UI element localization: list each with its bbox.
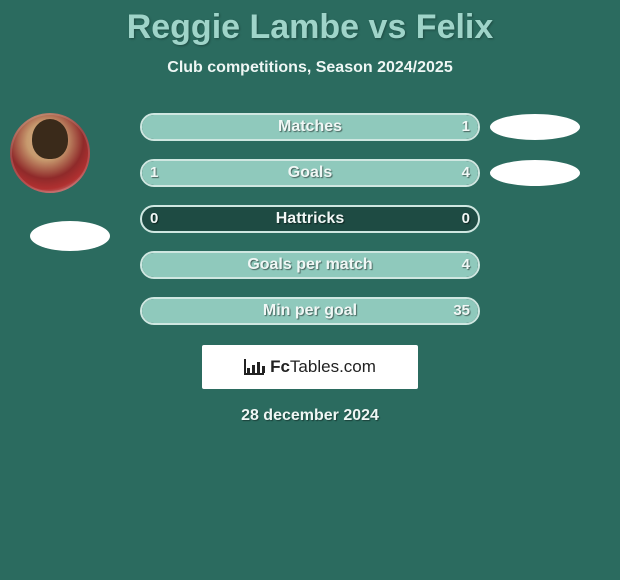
stat-value-right: 4	[462, 161, 470, 185]
logo-brand: Fc	[270, 357, 290, 376]
player-left-avatar	[10, 113, 90, 193]
ellipse-icon	[490, 160, 580, 186]
player-right-club-badge	[490, 160, 580, 186]
stat-row: Min per goal35	[140, 297, 480, 325]
stat-label: Goals per match	[142, 253, 478, 277]
stat-value-right: 1	[462, 115, 470, 139]
comparison-bars: Matches1Goals14Hattricks00Goals per matc…	[140, 113, 480, 325]
stat-label: Hattricks	[142, 207, 478, 231]
page-title: Reggie Lambe vs Felix	[0, 0, 620, 47]
logo-rest: Tables.com	[290, 357, 376, 376]
stat-label: Matches	[142, 115, 478, 139]
fctables-logo: FcTables.com	[202, 345, 418, 389]
player-left-club-badge	[30, 221, 110, 251]
stat-value-left: 0	[150, 207, 158, 231]
stat-label: Min per goal	[142, 299, 478, 323]
ellipse-icon	[490, 114, 580, 140]
date-line: 28 december 2024	[0, 407, 620, 425]
stat-value-right: 35	[453, 299, 470, 323]
subtitle: Club competitions, Season 2024/2025	[0, 59, 620, 77]
stat-row: Hattricks0 0	[140, 205, 480, 233]
stat-value-right: 0	[462, 207, 470, 231]
stat-value-right: 4	[462, 253, 470, 277]
stat-row: Goals per match4	[140, 251, 480, 279]
player-right-club-badge	[490, 114, 580, 140]
logo-text: FcTables.com	[270, 357, 376, 377]
stat-value-left: 1	[150, 161, 158, 185]
bar-chart-icon	[244, 359, 264, 375]
stat-label: Goals	[142, 161, 478, 185]
stat-row: Matches1	[140, 113, 480, 141]
stat-row: Goals1 4	[140, 159, 480, 187]
stats-area: Matches1Goals14Hattricks00Goals per matc…	[0, 113, 620, 325]
